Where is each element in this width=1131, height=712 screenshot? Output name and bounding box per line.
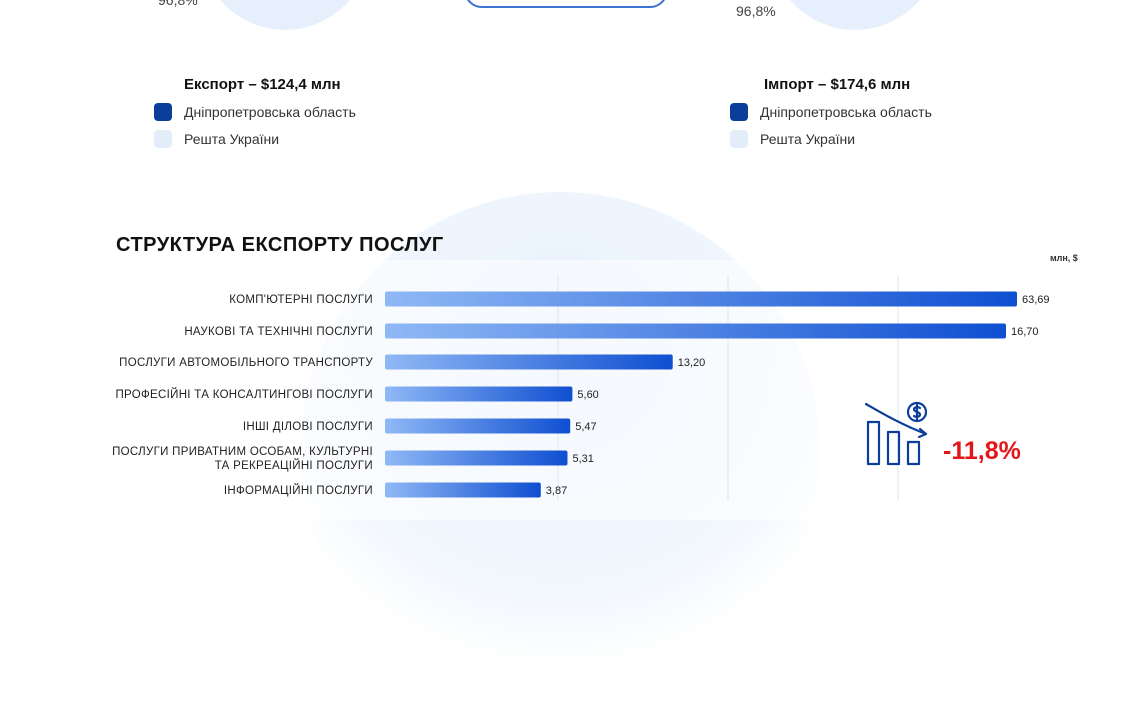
- bar: [385, 323, 1006, 339]
- legend-label: Решта України: [760, 131, 856, 147]
- bar-value-label: 16,70: [1011, 326, 1039, 338]
- category-label: НАУКОВІ ТА ТЕХНІЧНІ ПОСЛУГИ: [184, 326, 373, 338]
- chart-title: СТРУКТУРА ЕКСПОРТУ ПОСЛУГ: [116, 234, 444, 256]
- import-legend-item-rest: Решта України: [730, 130, 855, 148]
- dark-blue-swatch: [154, 103, 172, 121]
- import-percent-label: 96,8%: [736, 3, 776, 19]
- bar-value-label: 63,69: [1022, 294, 1050, 306]
- export-legend-item-region: Дніпропетровська область: [154, 103, 356, 121]
- import-legend-title: Імпорт – $174,6 млн: [764, 76, 911, 93]
- chart-gridlines: [557, 275, 899, 500]
- export-percent-label: 96,8%: [158, 0, 198, 8]
- bar-value-label: 5,60: [577, 389, 598, 401]
- category-label: КОМП'ЮТЕРНІ ПОСЛУГИ: [229, 294, 373, 306]
- legend-label: Решта України: [184, 131, 280, 147]
- category-label: ПОСЛУГИ ПРИВАТНИМ ОСОБАМ, КУЛЬТУРНІ ТА РЕ…: [112, 446, 373, 472]
- bar-value-label: 3,87: [546, 485, 567, 497]
- light-blue-swatch: [154, 130, 172, 148]
- bar: [385, 450, 568, 466]
- category-label: ПОСЛУГИ АВТОМОБІЛЬНОГО ТРАНСПОРТУ: [119, 357, 373, 369]
- bar: [385, 386, 573, 402]
- legend-label: Дніпропетровська область: [760, 104, 932, 120]
- bar-value-label: 13,20: [678, 357, 706, 369]
- bar: [385, 291, 1017, 307]
- bar: [385, 482, 541, 498]
- chart-bars: 63,69 КОМП'ЮТЕРНІ ПОСЛУГИ 16,70 НАУКОВІ ТА …: [112, 291, 1050, 498]
- import-legend-item-region: Дніпропетровська область: [730, 103, 932, 121]
- light-blue-swatch: [730, 130, 748, 148]
- legend-label: Дніпропетровська область: [184, 104, 356, 120]
- export-legend-item-rest: Решта України: [154, 130, 279, 148]
- declining-chart-dollar-icon: [864, 401, 928, 466]
- dark-blue-swatch: [730, 103, 748, 121]
- bar-value-label: 5,47: [575, 421, 596, 433]
- services-export-bar-chart: 63,69 КОМП'ЮТЕРНІ ПОСЛУГИ 16,70 НАУКОВІ ТА …: [112, 275, 1050, 500]
- bar: [385, 418, 571, 434]
- unit-label: млн, $: [1050, 253, 1078, 263]
- category-label: ІНФОРМАЦІЙНІ ПОСЛУГИ: [224, 484, 373, 497]
- category-label: ПРОФЕСІЙНІ ТА КОНСАЛТИНГОВІ ПОСЛУГИ: [115, 388, 373, 401]
- export-legend-title: Експорт – $124,4 млн: [184, 76, 341, 93]
- bar: [385, 354, 673, 370]
- bar-value-label: 5,31: [572, 453, 593, 465]
- category-label: ІНШІ ДІЛОВІ ПОСЛУГИ: [243, 421, 373, 433]
- change-percent-value: -11,8%: [943, 437, 1021, 465]
